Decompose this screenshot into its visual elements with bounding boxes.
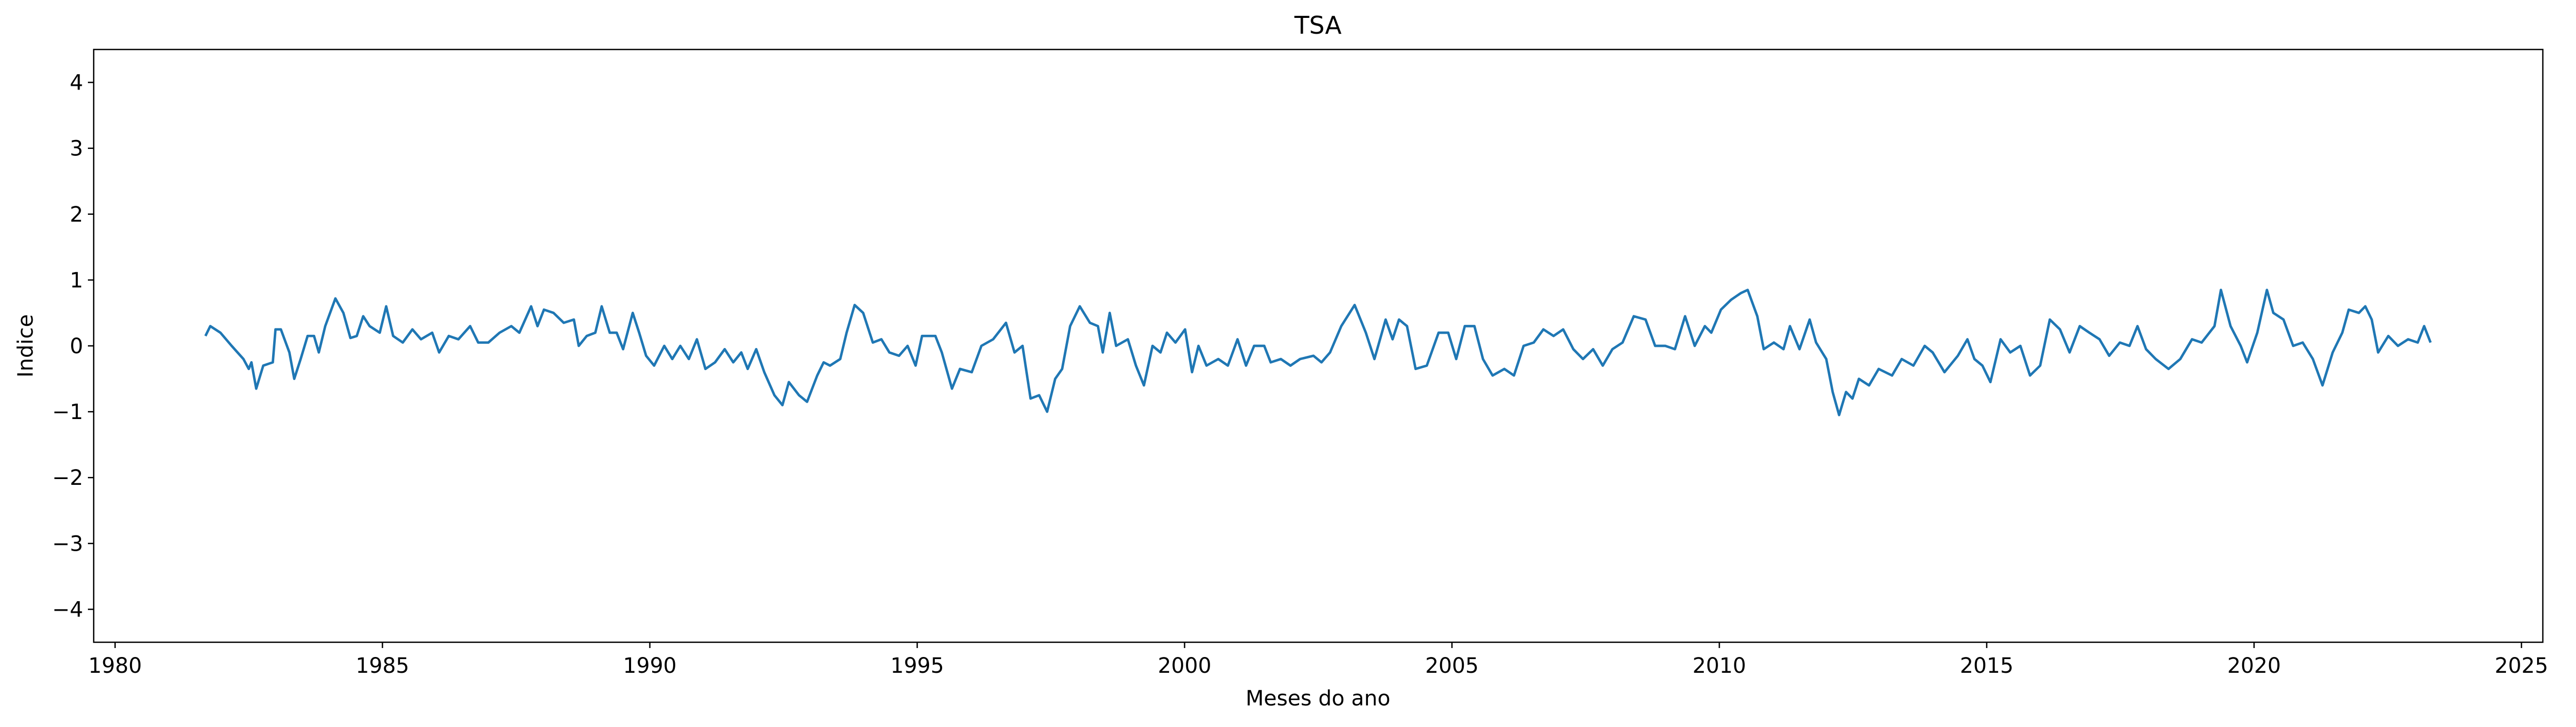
x-tick-label: 2010 — [1693, 654, 1746, 678]
x-tick-label: 1990 — [623, 654, 677, 678]
y-tick-label: 3 — [70, 137, 83, 161]
x-tick-label: 1995 — [891, 654, 944, 678]
y-tick-label: −2 — [52, 466, 83, 490]
y-tick-label: −1 — [52, 400, 83, 424]
y-tick-label: −4 — [52, 597, 83, 622]
x-tick-label: 2005 — [1425, 654, 1479, 678]
y-tick-label: 4 — [70, 71, 83, 95]
plot-frame — [93, 48, 2544, 643]
x-tick-label: 1980 — [88, 654, 142, 678]
y-tick-label: 1 — [70, 268, 83, 293]
x-tick-label: 2015 — [1960, 654, 2014, 678]
x-tick-label: 1985 — [356, 654, 410, 678]
x-tick-label: 2025 — [2494, 654, 2548, 678]
x-tick-label: 2020 — [2227, 654, 2281, 678]
y-tick-label: 0 — [70, 334, 83, 358]
y-axis-label: Indice — [14, 314, 38, 377]
series-line — [204, 288, 2432, 416]
x-tick-label: 2000 — [1158, 654, 1212, 678]
y-tick-label: −3 — [52, 532, 83, 556]
y-tick-label: 2 — [70, 203, 83, 227]
chart-title: TSA — [1294, 11, 1342, 39]
x-axis-label: Meses do ano — [1245, 686, 1390, 711]
